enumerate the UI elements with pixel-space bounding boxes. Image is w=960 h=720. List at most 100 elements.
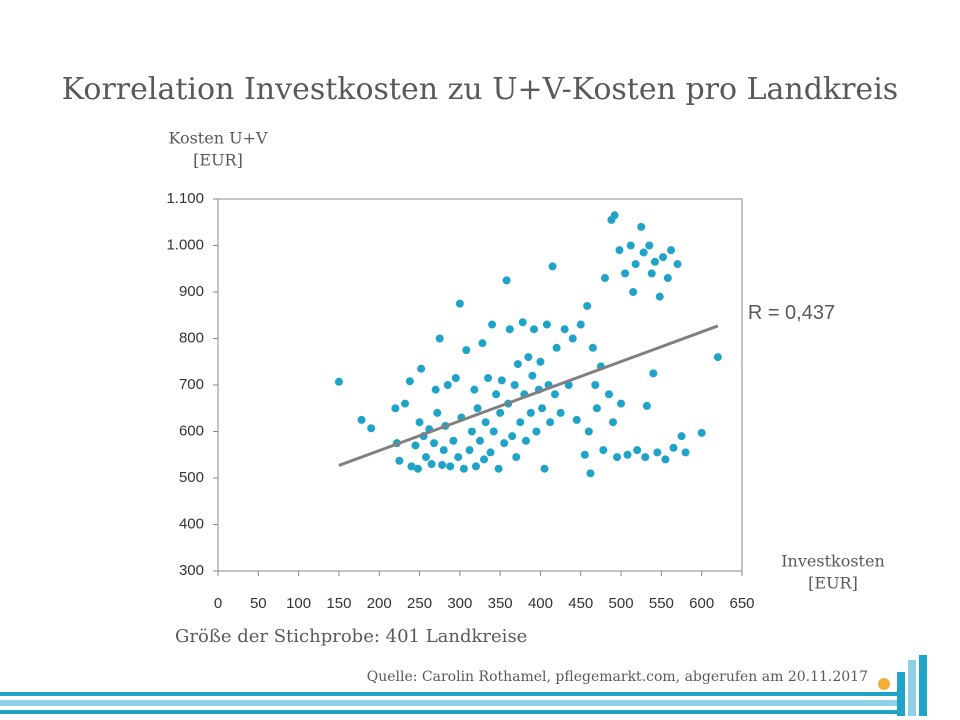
point [462,346,471,355]
y-tick-label: 400 [179,515,204,532]
point [538,404,547,413]
point [470,385,479,394]
point [478,339,487,348]
point [439,446,448,455]
point [480,455,489,464]
x-tick-label: 200 [367,595,392,612]
point [494,464,503,473]
point [465,446,474,455]
point [584,427,593,436]
point [486,448,495,457]
point [413,464,422,473]
annotation: R = 0,437 [748,302,835,324]
point [357,415,366,424]
point [540,464,549,473]
point [556,408,565,417]
point [586,469,595,478]
x-tick-label: 400 [528,595,553,612]
point [411,441,420,450]
point [496,408,505,417]
point [435,334,444,343]
y-tick-label: 900 [179,283,204,300]
y-tick-label: 800 [179,329,204,346]
point [438,460,447,469]
point [572,415,581,424]
point [334,377,343,386]
x-axis-label: Investkosten [781,552,885,571]
y-axis-label: [EUR] [193,151,243,170]
point [505,325,514,334]
point [454,453,463,462]
y-tick-label: 500 [179,469,204,486]
point [669,443,678,452]
point [550,390,559,399]
x-axis-label: [EUR] [808,574,858,593]
y-axis-label: Kosten U+V [168,129,268,148]
source: Quelle: Carolin Rothamel, pflegemarkt.co… [367,669,868,685]
logo-bar [908,660,916,716]
point [667,246,676,255]
point [502,276,511,285]
x-tick-label: 600 [689,595,714,612]
point [476,436,484,445]
point [513,360,522,369]
point [455,299,464,308]
point [497,376,506,385]
point [508,432,517,441]
footer-line [0,692,900,696]
point [395,456,404,465]
trendline [338,324,719,467]
y-tick-label: 700 [179,376,204,393]
point [610,211,619,220]
point [568,334,577,343]
point [500,439,509,448]
point [407,462,416,471]
point [661,455,670,464]
point [663,274,672,283]
point [681,448,690,457]
point [637,222,646,231]
point [510,381,519,389]
point [530,325,539,334]
point [615,246,624,255]
point [459,464,468,473]
x-tick-label: 150 [326,595,351,612]
point [697,428,706,437]
y-tick-label: 1.100 [166,190,204,207]
point [401,399,410,408]
point [536,357,545,366]
point [518,318,527,327]
point [583,301,592,310]
point [516,418,525,427]
chart-title: Korrelation Investkosten zu U+V-Kosten p… [62,72,898,107]
point [417,364,426,373]
y-tick-label: 300 [179,562,204,579]
point [433,408,442,417]
point [484,374,493,383]
point [449,436,458,445]
point [430,439,439,448]
point [633,446,642,455]
subtitle: Größe der Stichprobe: 401 Landkreise [175,626,527,647]
point [658,253,667,262]
point [467,427,476,436]
x-tick-label: 50 [250,595,267,612]
point [488,320,497,329]
x-tick-label: 300 [447,595,472,612]
point [647,269,656,278]
point [645,241,654,250]
point [548,262,557,271]
point [639,248,648,257]
footer-line [0,710,900,714]
point [580,450,589,459]
point [421,453,430,462]
x-tick-label: 250 [407,595,432,612]
point [609,418,618,427]
footer-decoration [0,655,927,716]
point [600,274,609,283]
point [427,460,436,469]
point [621,269,630,278]
point [446,462,455,471]
point [524,353,533,362]
